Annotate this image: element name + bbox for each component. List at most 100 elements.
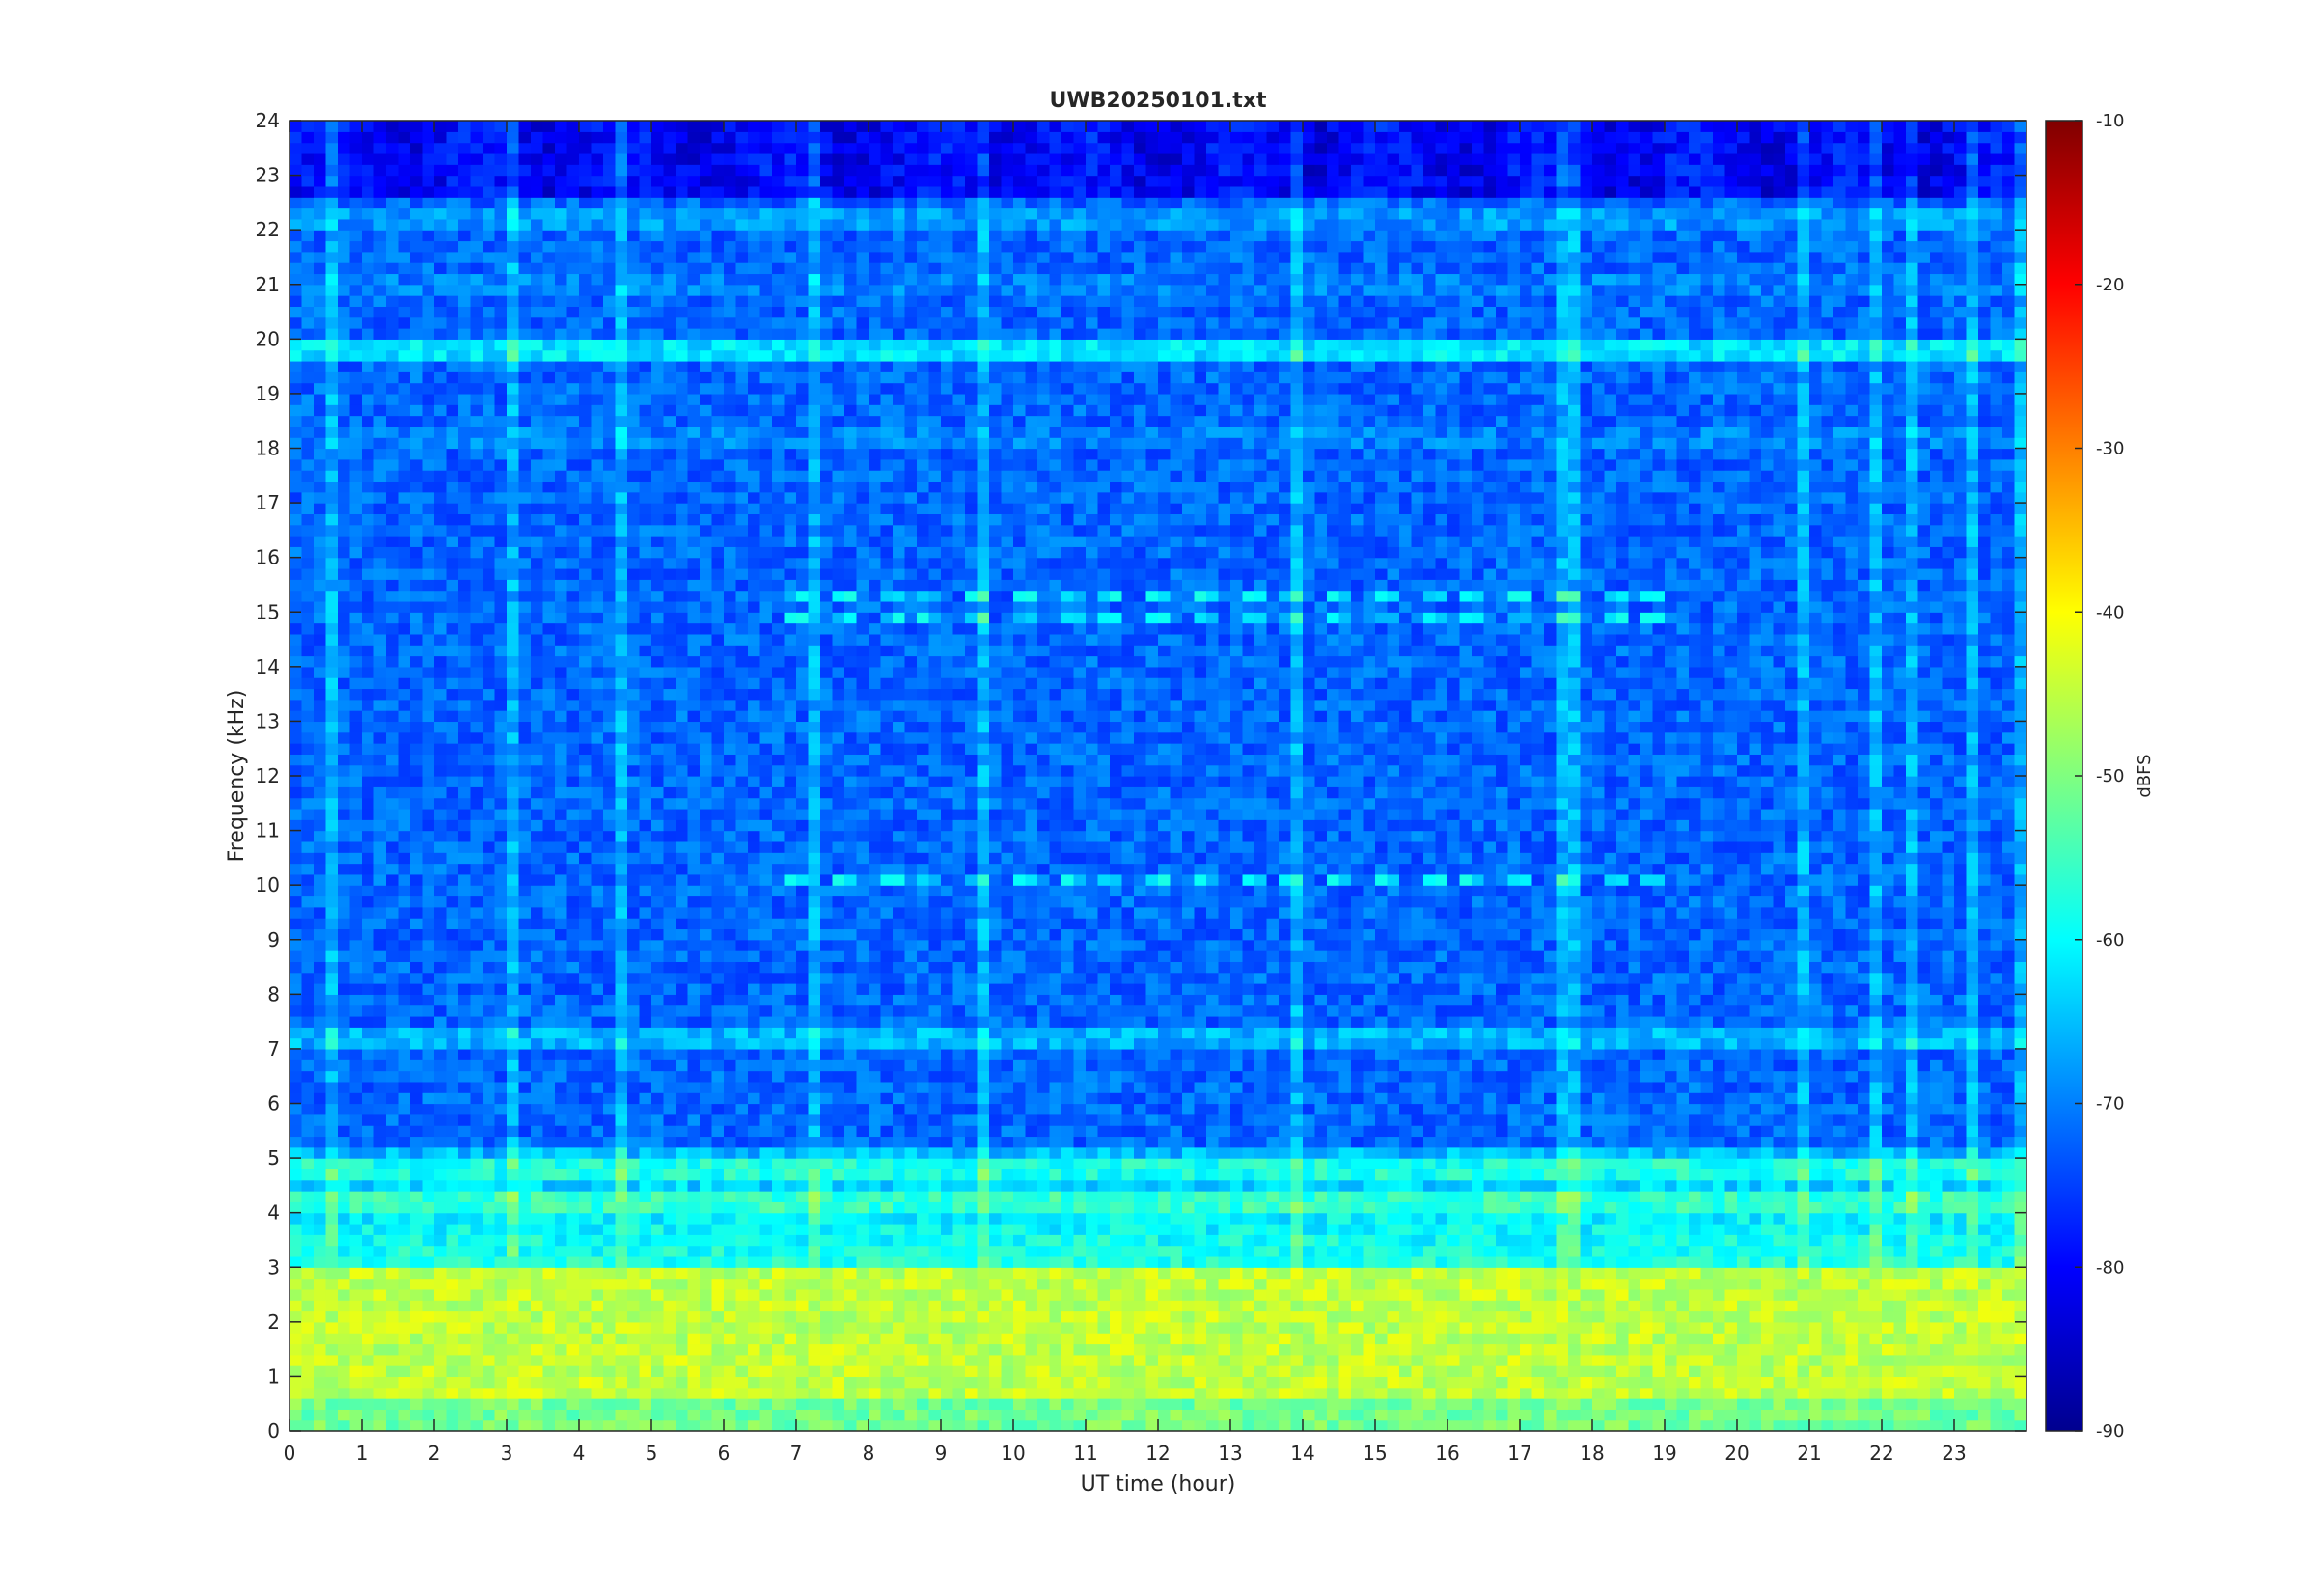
heatmap-cell <box>627 285 640 296</box>
heatmap-cell <box>676 470 688 482</box>
heatmap-cell <box>302 1355 315 1366</box>
heatmap-cell <box>362 240 374 252</box>
heatmap-cell <box>434 525 447 537</box>
heatmap-cell <box>386 776 399 787</box>
heatmap-cell <box>314 940 326 951</box>
heatmap-cell <box>579 1027 592 1038</box>
heatmap-cell <box>567 1409 580 1420</box>
heatmap-cell <box>724 143 736 154</box>
heatmap-cell <box>362 1213 374 1225</box>
heatmap-cell <box>627 591 640 602</box>
heatmap-cell <box>724 449 736 460</box>
heatmap-cell <box>423 492 435 504</box>
heatmap-cell <box>651 656 664 668</box>
heatmap-cell <box>423 754 435 765</box>
heatmap-cell <box>724 503 736 514</box>
heatmap-cell <box>555 1300 567 1311</box>
heatmap-cell <box>434 831 447 842</box>
heatmap-cell <box>736 645 749 656</box>
heatmap-cell <box>760 317 773 329</box>
heatmap-cell <box>640 1049 652 1060</box>
heatmap-cell <box>482 1049 495 1060</box>
heatmap-cell <box>471 285 483 296</box>
heatmap-cell <box>603 1158 616 1169</box>
heatmap-cell <box>688 513 701 525</box>
heatmap-cell <box>555 1376 567 1388</box>
heatmap-cell <box>410 667 423 678</box>
heatmap-cell <box>555 404 567 416</box>
heatmap-cell <box>350 568 363 580</box>
heatmap-cell <box>410 361 423 372</box>
heatmap-cell <box>447 874 459 886</box>
heatmap-cell <box>567 1082 580 1093</box>
heatmap-cell <box>712 394 725 405</box>
heatmap-cell <box>736 1082 749 1093</box>
heatmap-cell <box>724 536 736 547</box>
heatmap-cell <box>760 143 773 154</box>
heatmap-cell <box>290 852 302 864</box>
heatmap-cell <box>688 546 701 558</box>
heatmap-cell <box>350 1016 363 1028</box>
heatmap-cell <box>495 1092 508 1104</box>
heatmap-cell <box>482 765 495 777</box>
heatmap-cell <box>676 427 688 438</box>
heatmap-cell <box>410 1092 423 1104</box>
heatmap-cell <box>676 459 688 471</box>
heatmap-cell <box>640 252 652 263</box>
heatmap-cell <box>567 1136 580 1147</box>
heatmap-cell <box>688 164 701 176</box>
heatmap-cell <box>688 776 701 787</box>
heatmap-cell <box>471 1376 483 1388</box>
heatmap-cell <box>567 1234 580 1246</box>
heatmap-cell <box>302 1125 315 1137</box>
heatmap-cell <box>700 754 712 765</box>
heatmap-cell <box>567 1279 580 1290</box>
heatmap-cell <box>434 197 447 208</box>
heatmap-cell <box>772 1279 785 1290</box>
heatmap-cell <box>362 918 374 929</box>
heatmap-cell <box>471 1388 483 1399</box>
heatmap-cell <box>519 950 532 962</box>
heatmap-cell <box>495 1016 508 1028</box>
heatmap-cell <box>447 1191 459 1202</box>
heatmap-cell <box>543 940 556 951</box>
heatmap-cell <box>374 503 387 514</box>
heatmap-cell <box>772 1049 785 1060</box>
heatmap-cell <box>471 437 483 449</box>
heatmap-cell <box>736 798 749 810</box>
heatmap-cell <box>712 1016 725 1028</box>
heatmap-cell <box>386 721 399 732</box>
heatmap-cell <box>386 470 399 482</box>
heatmap-cell <box>688 940 701 951</box>
heatmap-cell <box>592 295 604 307</box>
heatmap-cell <box>482 634 495 646</box>
heatmap-cell <box>664 470 676 482</box>
heatmap-cell <box>399 918 411 929</box>
heatmap-cell <box>712 1234 725 1246</box>
heatmap-cell <box>700 1092 712 1104</box>
heatmap-cell <box>362 1059 374 1071</box>
heatmap-cell <box>712 852 725 864</box>
heatmap-cell <box>616 350 628 362</box>
heatmap-cell <box>579 492 592 504</box>
heatmap-cell <box>651 546 664 558</box>
heatmap-cell <box>712 798 725 810</box>
heatmap-cell <box>350 492 363 504</box>
heatmap-cell <box>640 700 652 711</box>
heatmap-cell <box>676 437 688 449</box>
heatmap-cell <box>423 339 435 350</box>
heatmap-cell <box>567 928 580 940</box>
heatmap-cell <box>603 612 616 623</box>
heatmap-cell <box>760 809 773 820</box>
heatmap-cell <box>688 1016 701 1028</box>
heatmap-cell <box>640 994 652 1005</box>
heatmap-cell <box>374 1147 387 1159</box>
heatmap-cell <box>651 940 664 951</box>
heatmap-cell <box>410 1082 423 1093</box>
heatmap-cell <box>302 1082 315 1093</box>
heatmap-cell <box>579 153 592 165</box>
heatmap-cell <box>579 895 592 907</box>
heatmap-cell <box>386 1114 399 1126</box>
heatmap-cell <box>688 601 701 613</box>
heatmap-cell <box>314 831 326 842</box>
